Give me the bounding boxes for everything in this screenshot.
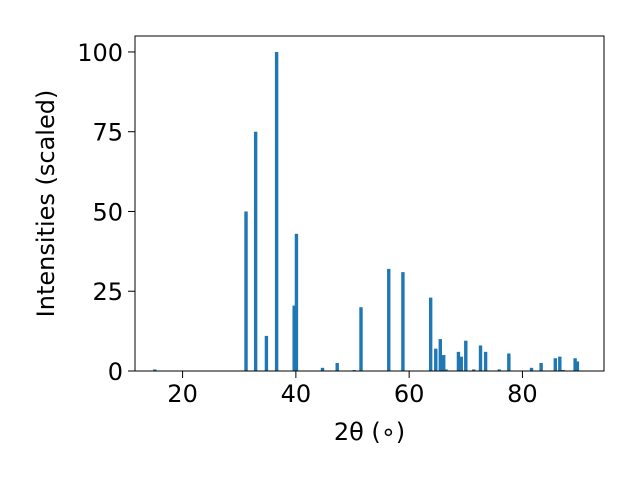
x-axis-label: 2θ (∘) xyxy=(334,418,405,446)
x-tick-label: 60 xyxy=(394,380,425,408)
bar xyxy=(464,340,468,371)
bar xyxy=(444,369,448,371)
x-ticks-group: 20 40 60 80 xyxy=(167,371,538,408)
y-tick-label: 75 xyxy=(92,119,123,147)
bar xyxy=(359,307,363,371)
bar xyxy=(558,356,562,371)
bar xyxy=(539,363,543,371)
bar xyxy=(244,211,248,371)
x-tick-label: 40 xyxy=(281,380,312,408)
y-tick-label: 25 xyxy=(92,278,123,306)
bar xyxy=(153,369,157,371)
bar xyxy=(507,353,511,371)
bar xyxy=(320,367,325,371)
bar xyxy=(434,348,438,371)
x-tick-label: 20 xyxy=(167,380,198,408)
bar xyxy=(264,335,269,371)
bar xyxy=(497,369,501,371)
bar xyxy=(459,356,463,371)
bar xyxy=(292,305,296,371)
bar xyxy=(573,358,577,371)
bar xyxy=(478,345,483,371)
bar xyxy=(438,339,442,371)
y-ticks-group: 0 25 50 75 100 xyxy=(77,39,135,386)
bar xyxy=(335,363,339,371)
bar xyxy=(253,131,258,371)
bar xyxy=(575,361,580,371)
bar xyxy=(483,351,488,371)
bar xyxy=(428,297,433,371)
y-tick-label: 100 xyxy=(77,39,123,67)
bar xyxy=(442,355,446,371)
y-axis-label: Intensities (scaled) xyxy=(32,90,60,318)
bar xyxy=(472,369,476,371)
bar xyxy=(529,367,534,371)
y-tick-label: 50 xyxy=(92,198,123,226)
bar xyxy=(274,51,279,371)
bar xyxy=(401,272,405,371)
bar xyxy=(294,233,299,371)
y-tick-label: 0 xyxy=(108,358,123,386)
bars-group xyxy=(153,51,580,371)
x-tick-label: 80 xyxy=(507,380,538,408)
bar xyxy=(553,358,557,371)
bar xyxy=(456,351,461,371)
plot-frame xyxy=(134,35,605,372)
bar xyxy=(387,268,391,371)
